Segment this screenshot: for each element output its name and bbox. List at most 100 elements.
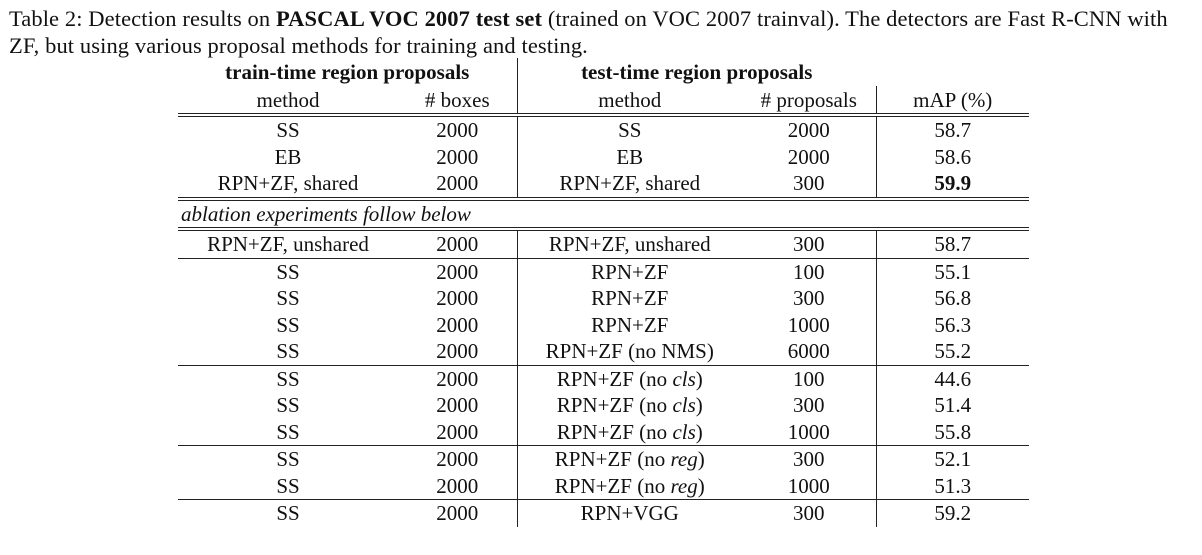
cell-train-boxes: 2000 (398, 227, 518, 258)
cell-train-boxes: 2000 (398, 143, 518, 170)
header-train-method: method (256, 87, 320, 112)
cell-train-method: SS (178, 364, 398, 392)
cell-train-method: EB (274, 144, 302, 169)
cell-map: 58.7 (875, 227, 1029, 258)
cell-map: 58.7 (875, 113, 1029, 144)
cell-train-boxes: 2000 (398, 338, 518, 365)
cell-test-method: RPN+ZF (no cls) (556, 393, 703, 418)
table-row: SS 2000 RPN+ZF (no cls) 100 44.6 (178, 364, 1029, 392)
header-test-group: test-time region proposals (581, 60, 813, 84)
cell-test-proposals: 300 (742, 445, 876, 473)
cell-train-boxes: 2000 (398, 170, 518, 199)
table-row: SS 2000 RPN+ZF 300 56.8 (178, 285, 1029, 312)
table-row: EB 2000 EB 2000 58.6 (178, 143, 1029, 170)
cell-train-boxes: 2000 (398, 113, 518, 144)
cell-train-method: SS (178, 257, 398, 285)
cell-train-method: SS (276, 393, 300, 418)
cell-train-method: RPN+ZF, shared (217, 171, 359, 196)
cell-map: 56.3 (875, 311, 1029, 338)
cell-test-proposals: 300 (793, 393, 825, 418)
header-group-row: train-time region proposals test-time re… (178, 58, 1029, 86)
cell-test-proposals: 2000 (787, 144, 830, 169)
cell-map: 44.6 (875, 364, 1029, 392)
cell-test-method-italic: cls (672, 419, 696, 444)
cell-map: 56.8 (875, 285, 1029, 312)
header-train-group: train-time region proposals (178, 58, 518, 86)
cell-map: 55.2 (875, 338, 1029, 365)
cell-test-method: RPN+ZF, unshared (517, 227, 742, 258)
cell-test-method-italic: reg (670, 447, 698, 472)
results-table: train-time region proposals test-time re… (178, 58, 1029, 527)
cell-map: 55.8 (875, 418, 1029, 446)
cell-test-method: RPN+ZF (517, 257, 742, 285)
cell-test-proposals: 300 (742, 227, 876, 258)
cell-train-boxes: 2000 (398, 472, 518, 500)
table-row: SS 2000 RPN+ZF (no NMS) 6000 55.2 (178, 338, 1029, 365)
cell-test-method: EB (616, 144, 644, 169)
cell-test-method-italic: cls (672, 393, 696, 418)
cell-train-boxes: 2000 (398, 418, 518, 446)
cell-test-proposals: 100 (742, 364, 876, 392)
cell-test-proposals: 100 (742, 257, 876, 285)
table-row: RPN+ZF, shared 2000 RPN+ZF, shared 300 59.9 (178, 170, 1029, 199)
cell-test-proposals: 300 (742, 499, 876, 527)
cell-test-method: RPN+ZF (no reg) (554, 473, 705, 498)
cell-train-method: SS (276, 339, 300, 364)
header-test-method: method (598, 87, 662, 112)
cell-train-boxes: 2000 (398, 364, 518, 392)
cell-test-method: RPN+ZF (no cls) (556, 419, 703, 444)
cell-map: 51.3 (875, 472, 1029, 500)
table-row: SS 2000 RPN+ZF 100 55.1 (178, 257, 1029, 285)
cell-test-method: RPN+ZF, shared (559, 171, 701, 196)
table-row: SS 2000 RPN+VGG 300 59.2 (178, 499, 1029, 527)
cell-train-method: SS (276, 419, 300, 444)
cell-test-method: RPN+ZF (591, 312, 669, 337)
results-table-wrapper: train-time region proposals test-time re… (178, 58, 1029, 527)
cell-test-method: RPN+ZF (no cls) (517, 364, 742, 392)
cell-map: 59.2 (875, 499, 1029, 527)
header-empty (876, 58, 1029, 86)
ablation-note: ablation experiments follow below (178, 196, 1029, 229)
cell-test-proposals: 1000 (787, 419, 830, 444)
table-row: RPN+ZF, unshared 2000 RPN+ZF, unshared 300 5… (178, 227, 1029, 258)
cell-train-boxes: 2000 (398, 499, 518, 527)
cell-test-method: SS (517, 113, 742, 144)
cell-train-method: SS (178, 113, 398, 144)
header-test-proposals: # proposals (760, 87, 857, 112)
cell-test-proposals: 300 (793, 286, 825, 311)
table-row: SS 2000 RPN+ZF (no cls) 1000 55.8 (178, 418, 1029, 446)
cell-test-proposals: 6000 (787, 339, 830, 364)
table-row: SS 2000 RPN+ZF 1000 56.3 (178, 311, 1029, 338)
caption-bold: PASCAL VOC 2007 test set (275, 6, 543, 31)
cell-test-method: RPN+ZF (591, 286, 669, 311)
table-row: SS 2000 RPN+ZF (no cls) 300 51.4 (178, 392, 1029, 419)
cell-train-method: SS (276, 473, 300, 498)
cell-map: 58.6 (875, 143, 1029, 170)
cell-train-method: SS (178, 445, 398, 473)
table-row: SS 2000 RPN+ZF (no reg) 300 52.1 (178, 445, 1029, 473)
cell-test-method-italic: reg (670, 473, 698, 498)
cell-test-method: RPN+ZF (no reg) (517, 445, 742, 473)
table-row: SS 2000 RPN+ZF (no reg) 1000 51.3 (178, 472, 1029, 500)
table-body: SS 2000 SS 2000 58.7 EB 2000 EB 2000 58.6 RPN+ZF, … (178, 113, 1029, 527)
cell-train-boxes: 2000 (398, 445, 518, 473)
cell-train-method: SS (178, 499, 398, 527)
header-column-row: method # boxes method # proposals mAP (%… (178, 86, 1029, 115)
header-map: mAP (%) (875, 86, 1029, 115)
cell-train-boxes: 2000 (398, 392, 518, 419)
cell-map: 55.1 (875, 257, 1029, 285)
cell-test-proposals: 2000 (742, 113, 876, 144)
cell-train-boxes: 2000 (398, 311, 518, 338)
cell-test-method-italic: cls (672, 366, 696, 391)
header-train-boxes: # boxes (398, 86, 518, 115)
table-row: SS 2000 SS 2000 58.7 (178, 113, 1029, 144)
cell-train-boxes: 2000 (398, 257, 518, 285)
cell-test-method: RPN+ZF (no NMS) (545, 339, 714, 364)
cell-test-proposals: 1000 (787, 312, 830, 337)
cell-map: 52.1 (875, 445, 1029, 473)
caption-suffix: (trained on VOC 2007 trainval). The dete… (9, 6, 1168, 58)
cell-train-method: SS (276, 286, 300, 311)
cell-test-proposals: 300 (793, 171, 825, 196)
cell-train-method: RPN+ZF, unshared (178, 227, 398, 258)
cell-train-method: SS (276, 312, 300, 337)
